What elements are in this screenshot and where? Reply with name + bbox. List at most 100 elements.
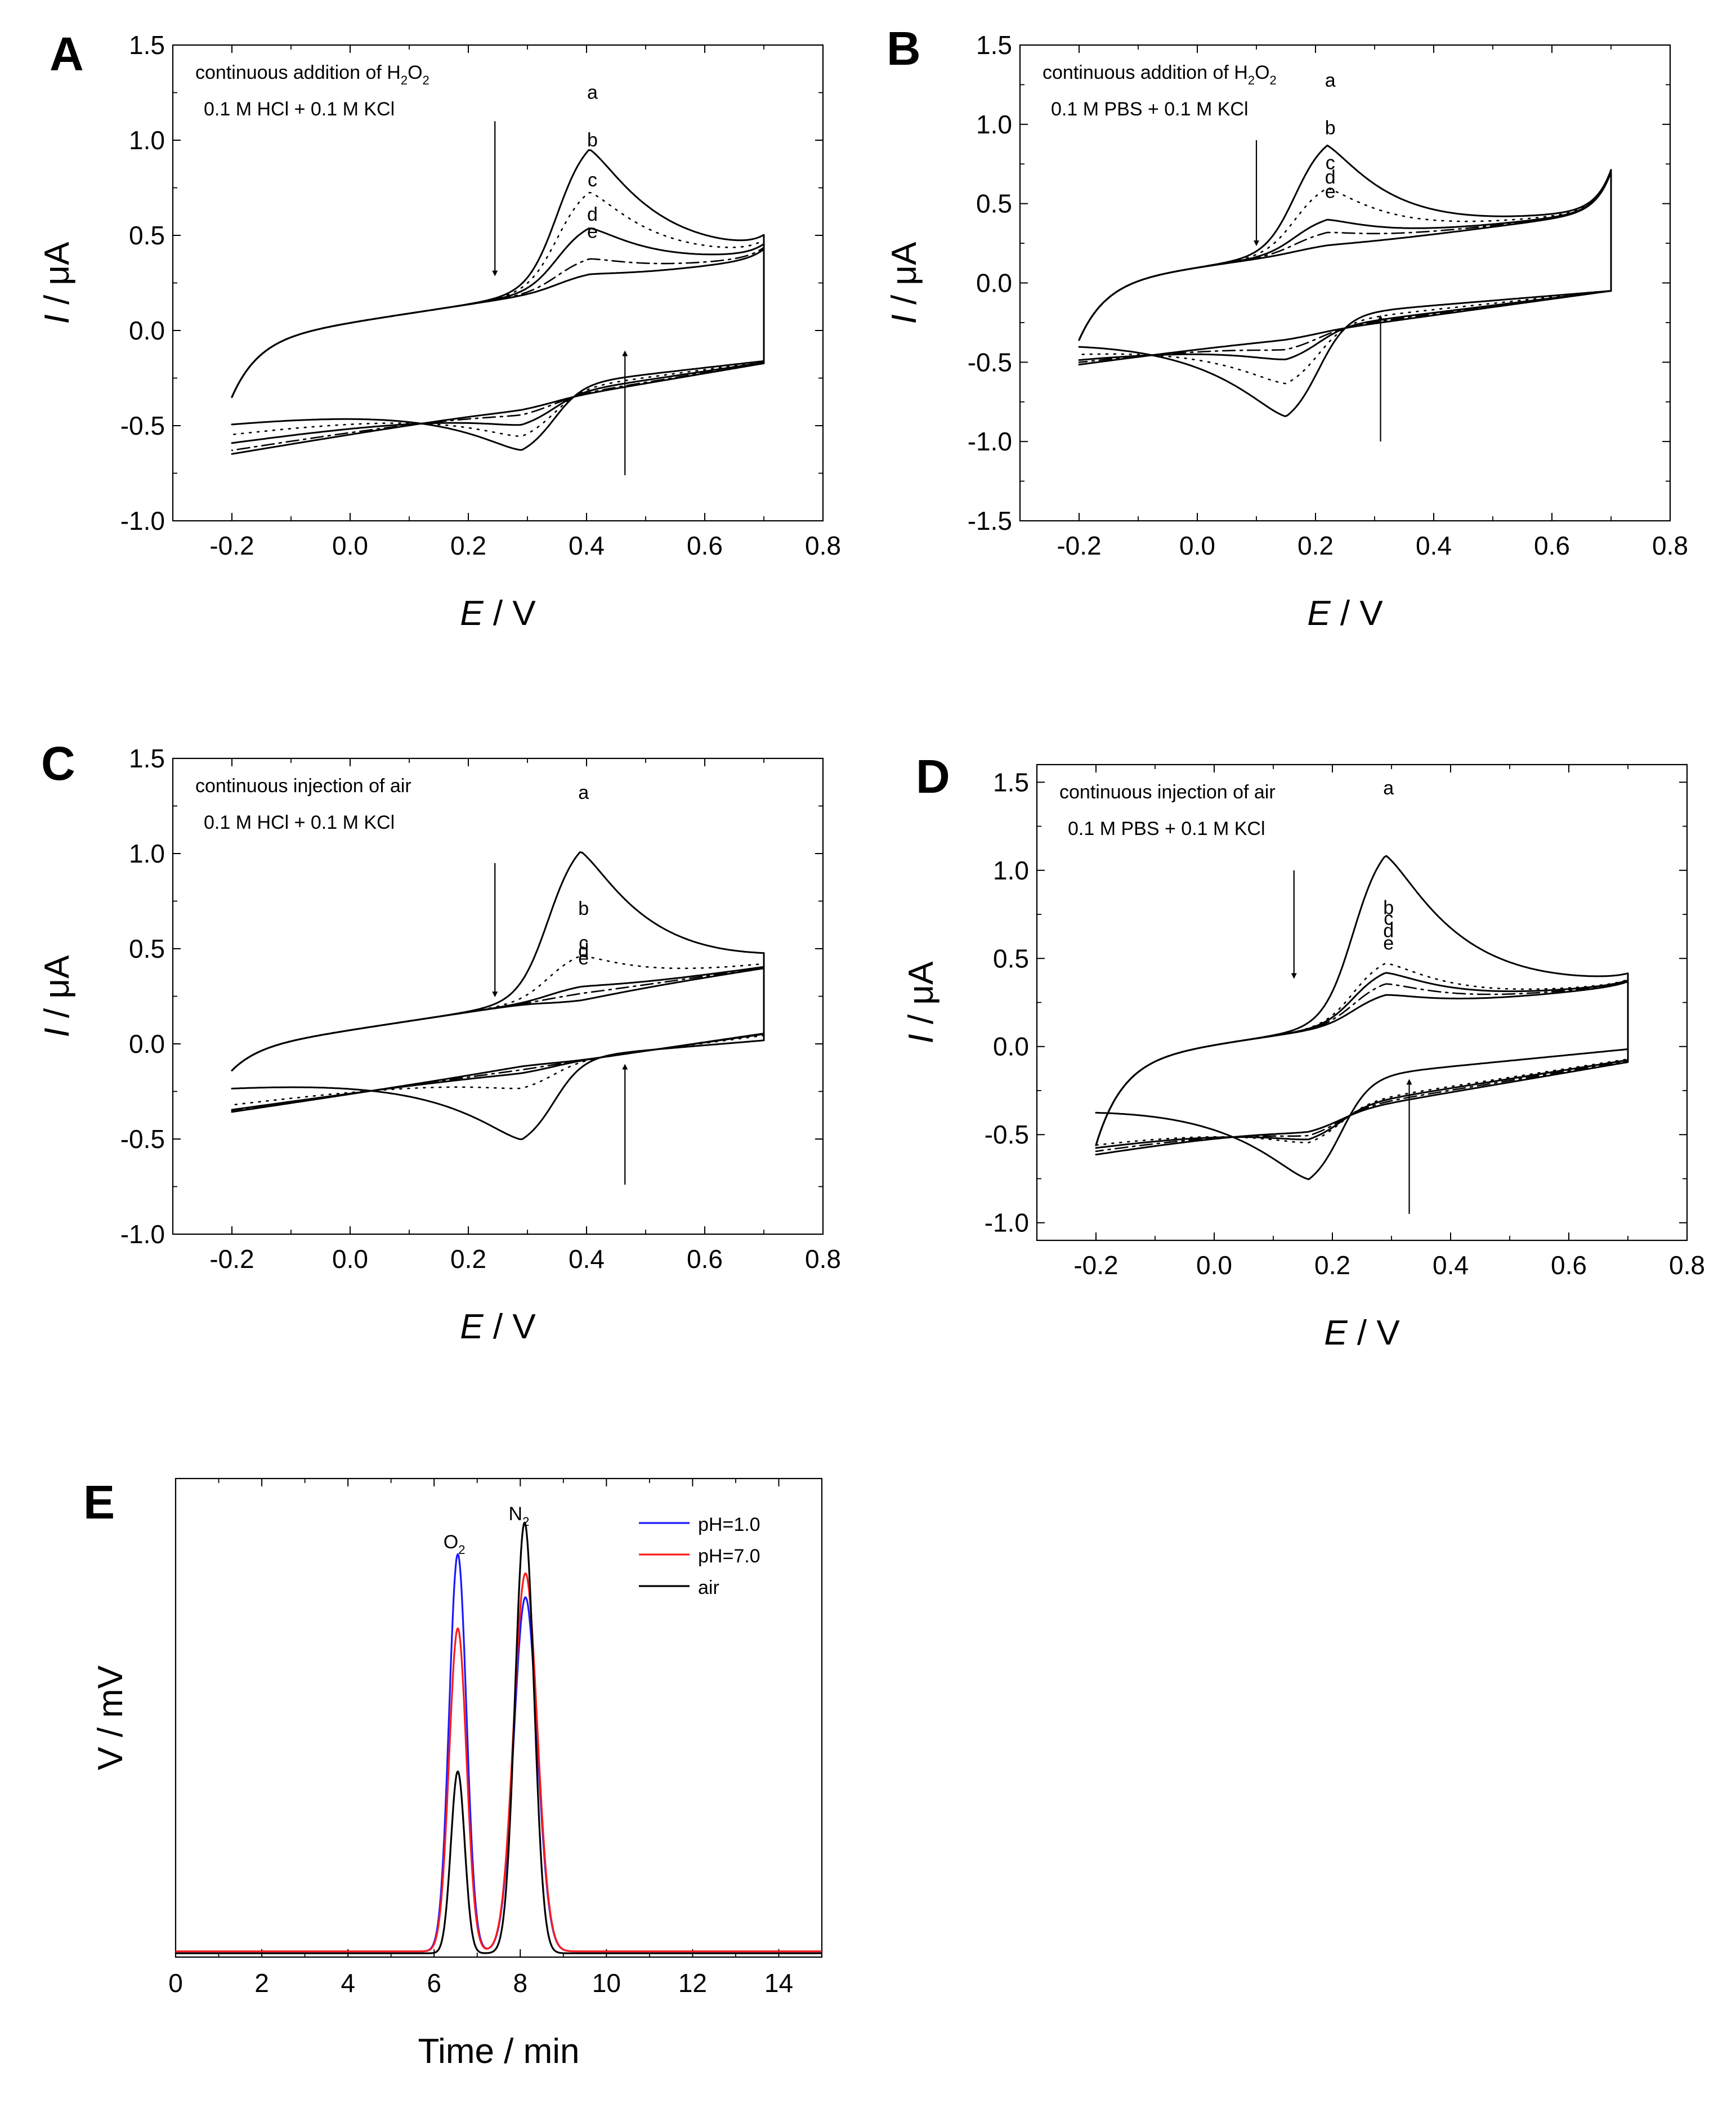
- legend: pH=1.0 pH=7.0 air: [639, 1514, 760, 1598]
- cv-curve-c: [231, 227, 765, 444]
- curve-label-a: a: [578, 782, 589, 803]
- x-tick-label: 6: [427, 1968, 441, 1998]
- x-tick-label: 0.8: [805, 1244, 841, 1274]
- cv-curve-b: [1078, 169, 1612, 385]
- x-tick-label: -0.2: [209, 531, 254, 560]
- curve-label-a: a: [587, 82, 598, 104]
- y-tick-label: 1.0: [129, 126, 165, 155]
- x-tick-label: 14: [764, 1968, 793, 1998]
- x-tick-label: 2: [254, 1968, 269, 1998]
- curve-label-d: d: [587, 204, 598, 225]
- y-tick-label: 0.5: [129, 221, 165, 250]
- x-tick-label: 0.6: [687, 1244, 723, 1274]
- x-tick-label: 0.8: [1669, 1250, 1705, 1280]
- cv-curves: [231, 851, 765, 1140]
- y-axis-label: I / μA: [885, 242, 924, 324]
- x-axis-label: E / V: [1307, 594, 1383, 633]
- x-tick-label: 10: [592, 1968, 621, 1998]
- y-tick-label: -1.0: [985, 1208, 1029, 1238]
- curve-label-d: d: [1325, 167, 1336, 188]
- x-axis-label: Time / min: [418, 2032, 579, 2071]
- electrolyte-annotation: 0.1 M HCl + 0.1 M KCl: [204, 812, 395, 833]
- cv-curve-d: [1095, 980, 1629, 1153]
- panel-letter: B: [887, 22, 921, 75]
- x-tick-label: 0.2: [1297, 531, 1334, 560]
- trace-air: [176, 1521, 822, 1954]
- x-tick-label: 0.6: [687, 531, 723, 560]
- curve-label-e: e: [1325, 181, 1336, 202]
- electrolyte-annotation: 0.1 M PBS + 0.1 M KCl: [1068, 818, 1265, 839]
- x-tick-label: 0.4: [569, 1244, 605, 1274]
- curve-label-b: b: [1383, 897, 1394, 919]
- y-tick-label: -0.5: [968, 347, 1012, 377]
- trace-ph70: [176, 1572, 822, 1953]
- panel-c: C -0.2 0.0 0.2 0.4 0.6 0.8 -1.0 -0.5 0.0 0.5 1.0 1.5…: [38, 737, 841, 1346]
- y-tick-label: -1.0: [968, 427, 1012, 456]
- x-tick-label: 0.2: [1314, 1250, 1350, 1280]
- curve-label-c: c: [1384, 908, 1393, 929]
- x-tick-label: 0.6: [1534, 531, 1570, 560]
- cv-curve-e: [231, 967, 765, 1113]
- panel-letter: D: [916, 750, 950, 803]
- curve-label-b: b: [578, 898, 589, 919]
- y-tick-label: 0.5: [976, 189, 1012, 218]
- x-tick-label: 0.2: [450, 531, 486, 560]
- x-tick-label: 0.8: [805, 531, 841, 560]
- cv-curves: [1078, 144, 1612, 417]
- cv-curves: [231, 149, 765, 455]
- x-tick-label: 0.4: [1416, 531, 1452, 560]
- panel-letter: C: [41, 737, 75, 790]
- x-tick-label: 0.0: [332, 1244, 368, 1274]
- x-tick-label: 0.0: [1196, 1250, 1232, 1280]
- y-axis-label: I / μA: [902, 961, 941, 1044]
- curve-label-b: b: [587, 129, 598, 151]
- y-axis-label: V / mV: [91, 1665, 130, 1770]
- cv-curve-e: [231, 248, 765, 455]
- y-tick-label: 0.0: [129, 316, 165, 345]
- curve-label-c: c: [1326, 153, 1335, 174]
- x-tick-label: 0.4: [569, 531, 605, 560]
- x-tick-label: 0.0: [1179, 531, 1215, 560]
- y-tick-label: 1.5: [993, 767, 1029, 797]
- y-tick-label: 0.0: [129, 1029, 165, 1059]
- y-tick-label: 1.0: [129, 839, 165, 868]
- x-tick-label: 0.4: [1433, 1250, 1469, 1280]
- y-tick-label: -0.5: [985, 1120, 1029, 1149]
- curve-label-c: c: [588, 169, 597, 191]
- curve-label-e: e: [578, 948, 589, 969]
- trace-ph10: [176, 1553, 822, 1953]
- electrolyte-annotation: 0.1 M PBS + 0.1 M KCl: [1051, 99, 1249, 120]
- y-tick-label: 0.0: [976, 269, 1012, 298]
- y-tick-label: -1.0: [120, 506, 165, 535]
- panel-letter: E: [83, 1476, 115, 1529]
- y-tick-label: 1.5: [129, 744, 165, 773]
- x-tick-label: 0.6: [1551, 1250, 1587, 1280]
- electrolyte-annotation: 0.1 M HCl + 0.1 M KCl: [204, 99, 395, 120]
- cv-curves: [1095, 855, 1629, 1181]
- cv-curve-d: [1078, 171, 1612, 363]
- x-tick-label: 8: [513, 1968, 527, 1998]
- cv-curve-b: [231, 191, 765, 437]
- x-axis-label: E / V: [460, 594, 536, 633]
- legend-label: pH=1.0: [698, 1514, 760, 1535]
- peak-label-n: N2: [509, 1503, 530, 1529]
- condition-annotation: continuous injection of air: [1059, 781, 1276, 803]
- cv-curve-a: [1078, 144, 1612, 417]
- y-tick-label: -1.0: [120, 1220, 165, 1249]
- cv-curve-a: [231, 851, 765, 1140]
- condition-annotation: continuous addition of H2O2: [1043, 62, 1277, 87]
- curve-label-c: c: [579, 932, 588, 954]
- y-tick-label: -1.5: [968, 506, 1012, 535]
- cv-curve-c: [231, 966, 765, 1111]
- cv-curve-a: [1095, 855, 1629, 1181]
- cv-curve-e: [1095, 980, 1629, 1156]
- y-tick-label: -0.5: [120, 1124, 165, 1154]
- y-tick-label: 1.0: [976, 110, 1012, 139]
- legend-label: pH=7.0: [698, 1546, 760, 1567]
- x-tick-label: 0.8: [1652, 531, 1688, 560]
- x-tick-label: 12: [678, 1968, 707, 1998]
- panel-e-plot-frame: [175, 1477, 823, 1958]
- panel-a: A -0.2 0.0 0.2 0.4 0.6 0.8 -1.0 -0.5 0.0 0.5 1.0 1.5…: [38, 28, 841, 633]
